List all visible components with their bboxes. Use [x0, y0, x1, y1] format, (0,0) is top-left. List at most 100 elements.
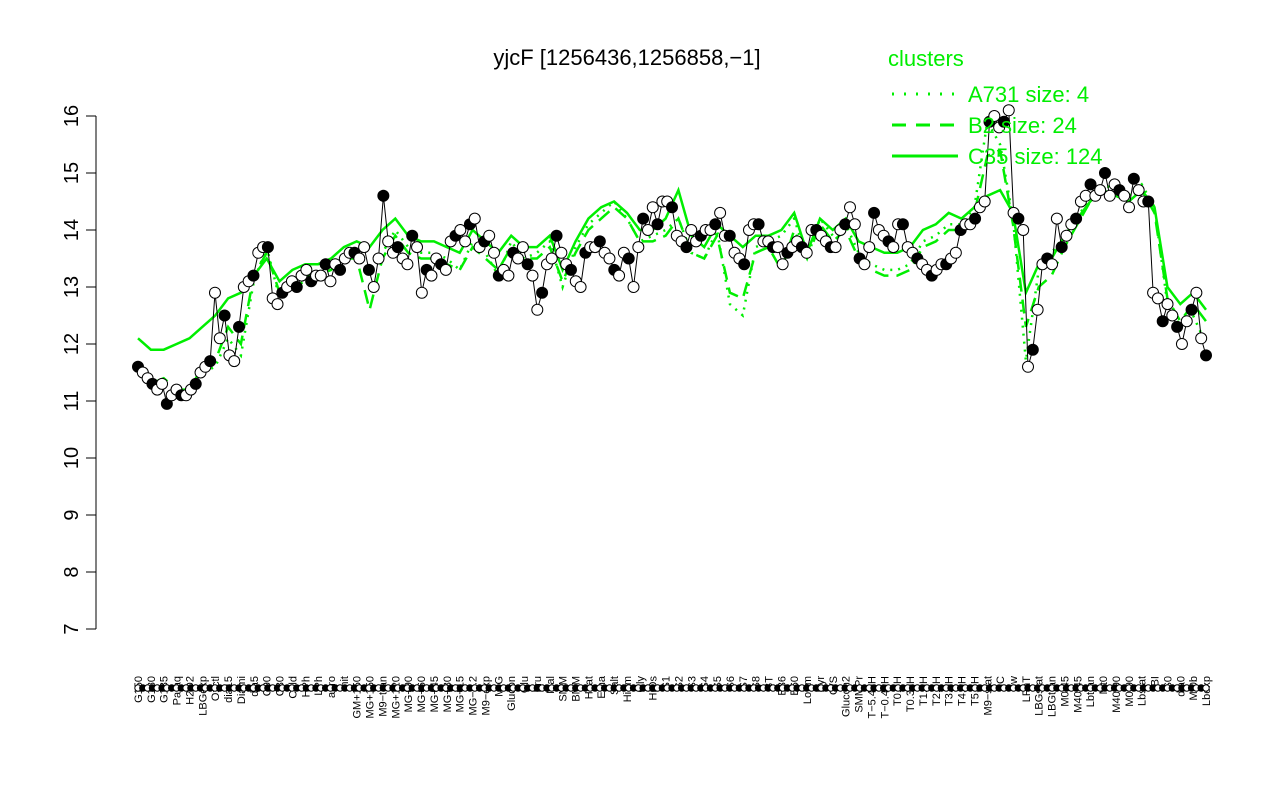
data-point [1127, 172, 1140, 185]
data-point [1070, 212, 1083, 225]
data-point [555, 246, 568, 259]
y-axis: 7 8 9 10 11 12 13 14 15 16 [61, 105, 97, 635]
rug-marker [1202, 684, 1210, 692]
data-point [439, 263, 452, 276]
legend: clusters A731 size: 4 B2 size: 24 C35 si… [888, 46, 1103, 169]
data-point [651, 218, 664, 231]
data-point [512, 252, 525, 265]
data-point [156, 377, 169, 390]
data-point [1055, 241, 1068, 254]
data-point [858, 258, 871, 271]
data-point [1103, 189, 1116, 202]
data-point [829, 241, 842, 254]
data-point [752, 218, 765, 231]
data-point [415, 286, 428, 299]
y-tick-label: 11 [61, 391, 83, 412]
x-tick-label: SMMPr [854, 676, 866, 713]
legend-title: clusters [888, 46, 964, 71]
data-point [1151, 292, 1164, 305]
x-tick-label: MG−0.2 [468, 676, 480, 715]
data-point [1200, 349, 1212, 362]
data-point [372, 252, 385, 265]
data-point [771, 241, 784, 254]
data-point [401, 258, 414, 271]
data-point [637, 212, 650, 225]
data-point [646, 201, 659, 214]
data-point [531, 303, 544, 316]
data-point [776, 258, 789, 271]
data-point [1094, 184, 1107, 197]
data-point [1017, 224, 1030, 236]
data-point [1195, 332, 1208, 345]
data-point [391, 241, 404, 254]
x-tick-label: LBGexp [197, 676, 209, 716]
data-point [800, 246, 813, 259]
data-point [208, 286, 221, 299]
data-point [1012, 212, 1025, 225]
data-point [271, 298, 284, 311]
data-point [723, 229, 736, 242]
data-point [1031, 303, 1044, 316]
data-point [228, 355, 241, 368]
data-point [1175, 338, 1188, 350]
data-point [1118, 189, 1131, 202]
data-point [300, 263, 313, 276]
data-point [969, 212, 982, 225]
data-point [868, 206, 881, 219]
x-tick-label: GM+150 [352, 676, 364, 719]
data-point [483, 229, 496, 242]
data-point [521, 258, 534, 271]
data-point [1046, 258, 1059, 271]
data-point [593, 235, 606, 248]
data-point [709, 218, 722, 231]
points-layer [132, 104, 1212, 410]
x-tick-label: T−0.40H [879, 676, 891, 719]
data-point [1171, 320, 1184, 333]
x-tick-label: LBGstat [1034, 676, 1046, 716]
data-point [536, 286, 549, 299]
y-tick-label: 7 [61, 623, 83, 634]
data-point [1166, 309, 1179, 322]
data-point [334, 263, 347, 276]
data-point [324, 275, 337, 288]
x-tick-label: M9−stat [982, 676, 994, 715]
x-tick-label: M9−exp [480, 676, 492, 715]
data-point [459, 235, 472, 248]
data-point [988, 110, 1001, 122]
data-point [411, 241, 424, 254]
data-point [622, 252, 635, 265]
data-point [1123, 201, 1136, 214]
x-tick-label: MG+45 [429, 676, 441, 712]
data-point [358, 241, 371, 254]
x-axis: G150G180G135ParaqH2O2LBGexpOxctldia15Dia… [133, 675, 1213, 718]
y-tick-label: 8 [61, 566, 83, 577]
x-tick-label: Glucon2 [841, 676, 853, 717]
data-point [382, 235, 395, 248]
data-point [290, 281, 303, 293]
data-point [844, 201, 856, 214]
data-point [550, 229, 563, 242]
x-tick-label: M40t45 [1072, 676, 1084, 713]
data-point [261, 241, 274, 254]
data-point [1026, 343, 1039, 356]
data-point [632, 241, 645, 254]
data-point [1185, 303, 1198, 316]
y-tick-label: 12 [61, 333, 83, 355]
y-tick-label: 13 [61, 276, 83, 298]
data-point [863, 241, 876, 254]
data-point [564, 263, 577, 276]
data-point [848, 218, 861, 231]
data-point [189, 377, 202, 390]
data-point [247, 269, 260, 282]
data-point [896, 218, 909, 231]
y-tick-label: 16 [61, 105, 83, 127]
x-tick-label: MG+15 [455, 676, 467, 712]
chart-title: yjcF [1256436,1256858,−1] [493, 45, 760, 70]
data-point [574, 281, 587, 293]
data-point [1050, 212, 1063, 225]
series-line-dashed [137, 148, 1207, 391]
data-point [377, 189, 390, 202]
legend-label-c35: C35 size: 124 [968, 144, 1103, 169]
data-point [353, 252, 366, 265]
